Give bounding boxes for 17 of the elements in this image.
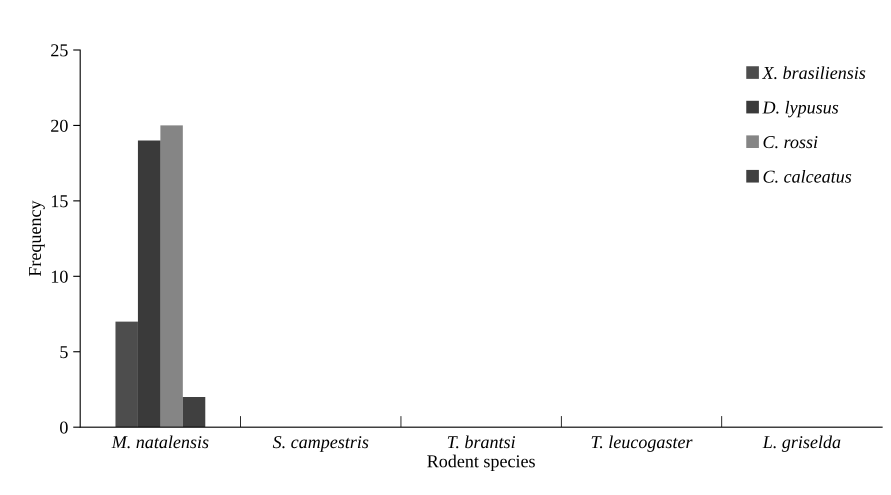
x-tick-label: M. natalensis bbox=[112, 436, 208, 448]
legend-label: X. brasiliensis bbox=[762, 66, 866, 80]
y-tick-label: 10 bbox=[52, 270, 68, 283]
x-axis-title: Rodent species bbox=[427, 454, 535, 472]
y-tick-label: 5 bbox=[60, 346, 68, 358]
y-tick-label: 15 bbox=[52, 195, 68, 208]
y-axis-title: Frequency bbox=[29, 200, 45, 276]
y-tick-label: 25 bbox=[51, 44, 68, 56]
legend-label: C. rossi bbox=[764, 136, 818, 148]
x-tick-label: L. griselda bbox=[762, 436, 840, 452]
y-tick-label: 20 bbox=[51, 120, 68, 132]
x-tick-label: S. campestris bbox=[272, 436, 368, 452]
legend-label: C. calceatus bbox=[764, 170, 852, 183]
y-tick-label: 0 bbox=[60, 421, 68, 434]
x-tick-label: T. leucogaster bbox=[592, 436, 693, 452]
x-tick-label: T. brantsi bbox=[448, 436, 516, 448]
legend-label: D. lypusus bbox=[762, 100, 838, 118]
